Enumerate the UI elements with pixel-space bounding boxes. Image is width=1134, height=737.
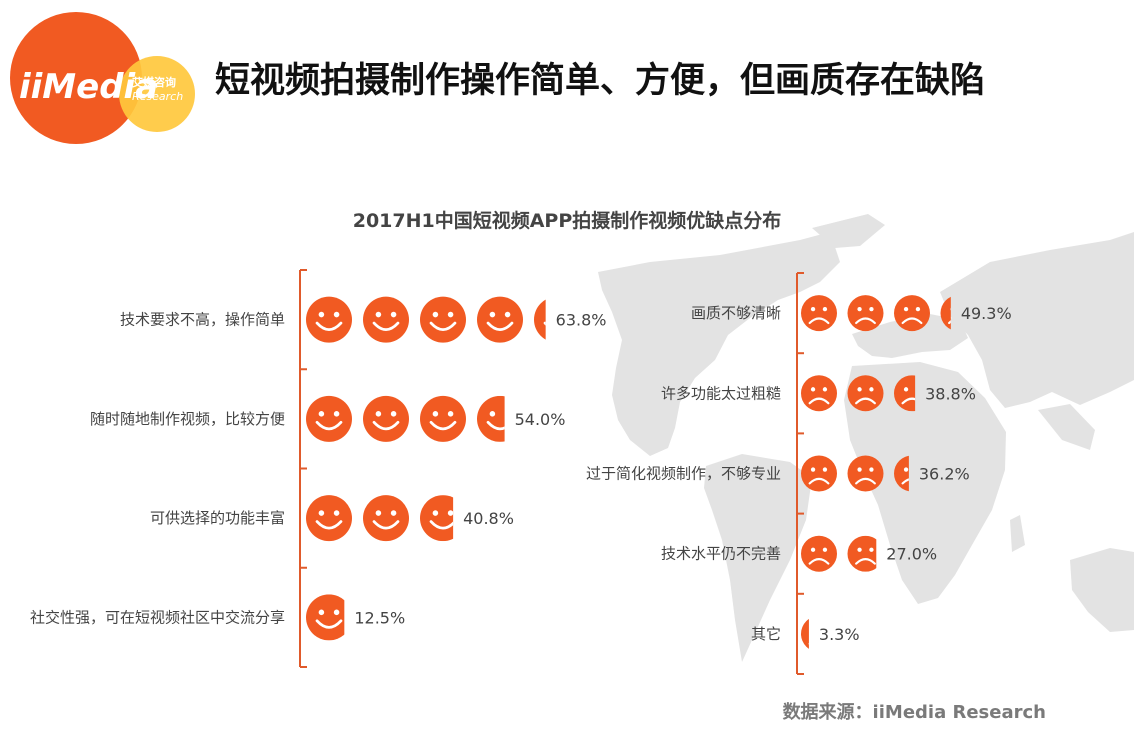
frown-icon bbox=[801, 535, 837, 572]
smile-icon bbox=[363, 395, 409, 442]
value-label: 27.0% bbox=[886, 545, 937, 564]
chart-title: 2017H1中国短视频APP拍摄制作视频优缺点分布 bbox=[352, 210, 782, 232]
category-label: 技术水平仍不完善 bbox=[661, 545, 781, 563]
category-label: 可供选择的功能丰富 bbox=[150, 509, 285, 527]
smile-icon bbox=[477, 296, 523, 343]
frown-icon bbox=[847, 295, 884, 332]
value-label: 54.0% bbox=[515, 410, 566, 429]
category-label: 随时随地制作视频，比较方便 bbox=[90, 410, 285, 428]
source-note: 数据来源：iiMedia Research bbox=[782, 702, 1046, 723]
category-label: 社交性强，可在短视频社区中交流分享 bbox=[30, 608, 285, 626]
smile-icon bbox=[420, 495, 454, 542]
svg-text:艾媒咨询: 艾媒咨询 bbox=[132, 75, 176, 89]
page-title: 短视频拍摄制作操作简单、方便，但画质存在缺陷 bbox=[215, 61, 986, 101]
smile-icon bbox=[363, 296, 409, 343]
category-label: 画质不够清晰 bbox=[691, 304, 781, 322]
frown-icon bbox=[847, 535, 877, 572]
smile-icon bbox=[306, 495, 352, 542]
smile-icon bbox=[420, 296, 466, 343]
frown-icon bbox=[940, 296, 951, 330]
smile-icon bbox=[477, 395, 505, 442]
category-label: 技术要求不高，操作简单 bbox=[120, 311, 285, 329]
value-label: 49.3% bbox=[961, 304, 1012, 323]
value-label: 40.8% bbox=[463, 509, 514, 528]
frown-icon bbox=[801, 455, 837, 492]
frown-icon bbox=[847, 375, 884, 412]
value-label: 36.2% bbox=[919, 465, 970, 484]
smile-icon bbox=[306, 594, 345, 641]
frown-icon bbox=[847, 455, 884, 492]
iimedia-logo: iiMedia 艾媒咨询 Research bbox=[10, 12, 195, 144]
svg-text:iiMedia: iiMedia bbox=[19, 67, 158, 107]
smile-icon bbox=[306, 296, 352, 343]
smile-icon bbox=[420, 395, 466, 442]
smile-icon bbox=[534, 299, 546, 340]
value-label: 12.5% bbox=[354, 608, 405, 627]
frown-icon bbox=[801, 375, 837, 412]
smile-icon bbox=[306, 395, 352, 442]
value-label: 63.8% bbox=[556, 311, 607, 330]
category-label: 许多功能太过粗糙 bbox=[661, 384, 781, 402]
frown-icon bbox=[801, 295, 837, 332]
frown-icon bbox=[894, 375, 916, 412]
value-label: 3.3% bbox=[819, 625, 860, 644]
frown-icon bbox=[894, 295, 930, 332]
value-label: 38.8% bbox=[925, 384, 976, 403]
category-label: 其它 bbox=[751, 625, 781, 643]
frown-icon bbox=[894, 455, 909, 492]
smile-icon bbox=[363, 495, 409, 542]
svg-text:Research: Research bbox=[132, 90, 183, 103]
frown-icon bbox=[801, 618, 809, 649]
category-label: 过于简化视频制作，不够专业 bbox=[586, 465, 781, 483]
